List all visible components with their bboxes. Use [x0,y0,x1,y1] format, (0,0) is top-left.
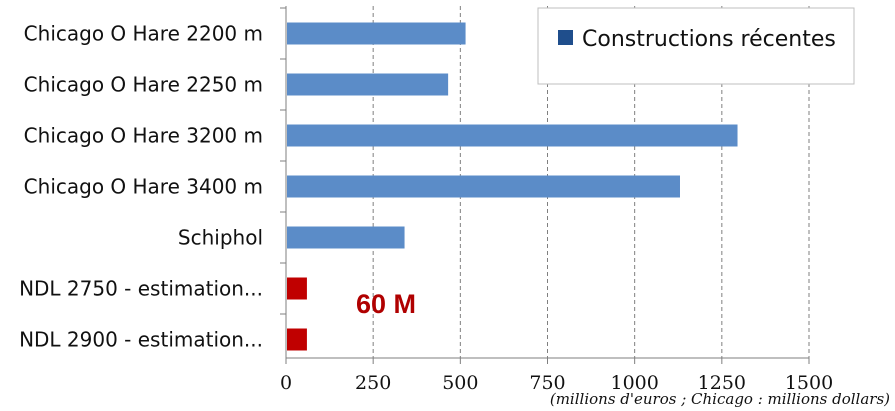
x-tick-label: 0 [280,372,292,394]
bar [287,22,466,45]
category-label: Chicago O Hare 3400 m [24,175,263,199]
category-labels: Chicago O Hare 2200 m Chicago O Hare 2250… [19,22,263,352]
x-tick-label: 750 [529,372,565,394]
legend-box [537,7,855,85]
category-label: Chicago O Hare 2200 m [24,22,263,46]
tick-labels: 0 250 500 750 1000 1250 1500 [280,372,833,394]
bar [287,277,307,300]
x-tick-label: 500 [442,372,478,394]
x-tick-label: 250 [355,372,391,394]
x-tick-label: 1000 [610,372,658,394]
category-label: Chicago O Hare 3200 m [24,124,263,148]
annotation-60m: 60 M [356,289,416,319]
category-label: Schiphol [178,226,263,250]
category-label: NDL 2900 - estimation... [19,328,263,352]
bar [287,124,738,147]
category-label: Chicago O Hare 2250 m [24,73,263,97]
x-tick-label: 1500 [785,372,833,394]
legend-label: Constructions récentes [582,27,836,52]
x-tick-label: 1250 [698,372,746,394]
legend: Constructions récentes [537,7,855,85]
units-note: (millions d'euros ; Chicago : millions d… [550,390,890,408]
bar [287,226,405,249]
legend-swatch [558,30,573,45]
bar [287,175,680,198]
bar [287,328,307,351]
bars [287,22,738,351]
axes [280,6,810,364]
bar [287,73,449,96]
category-label: NDL 2750 - estimation... [19,277,263,301]
